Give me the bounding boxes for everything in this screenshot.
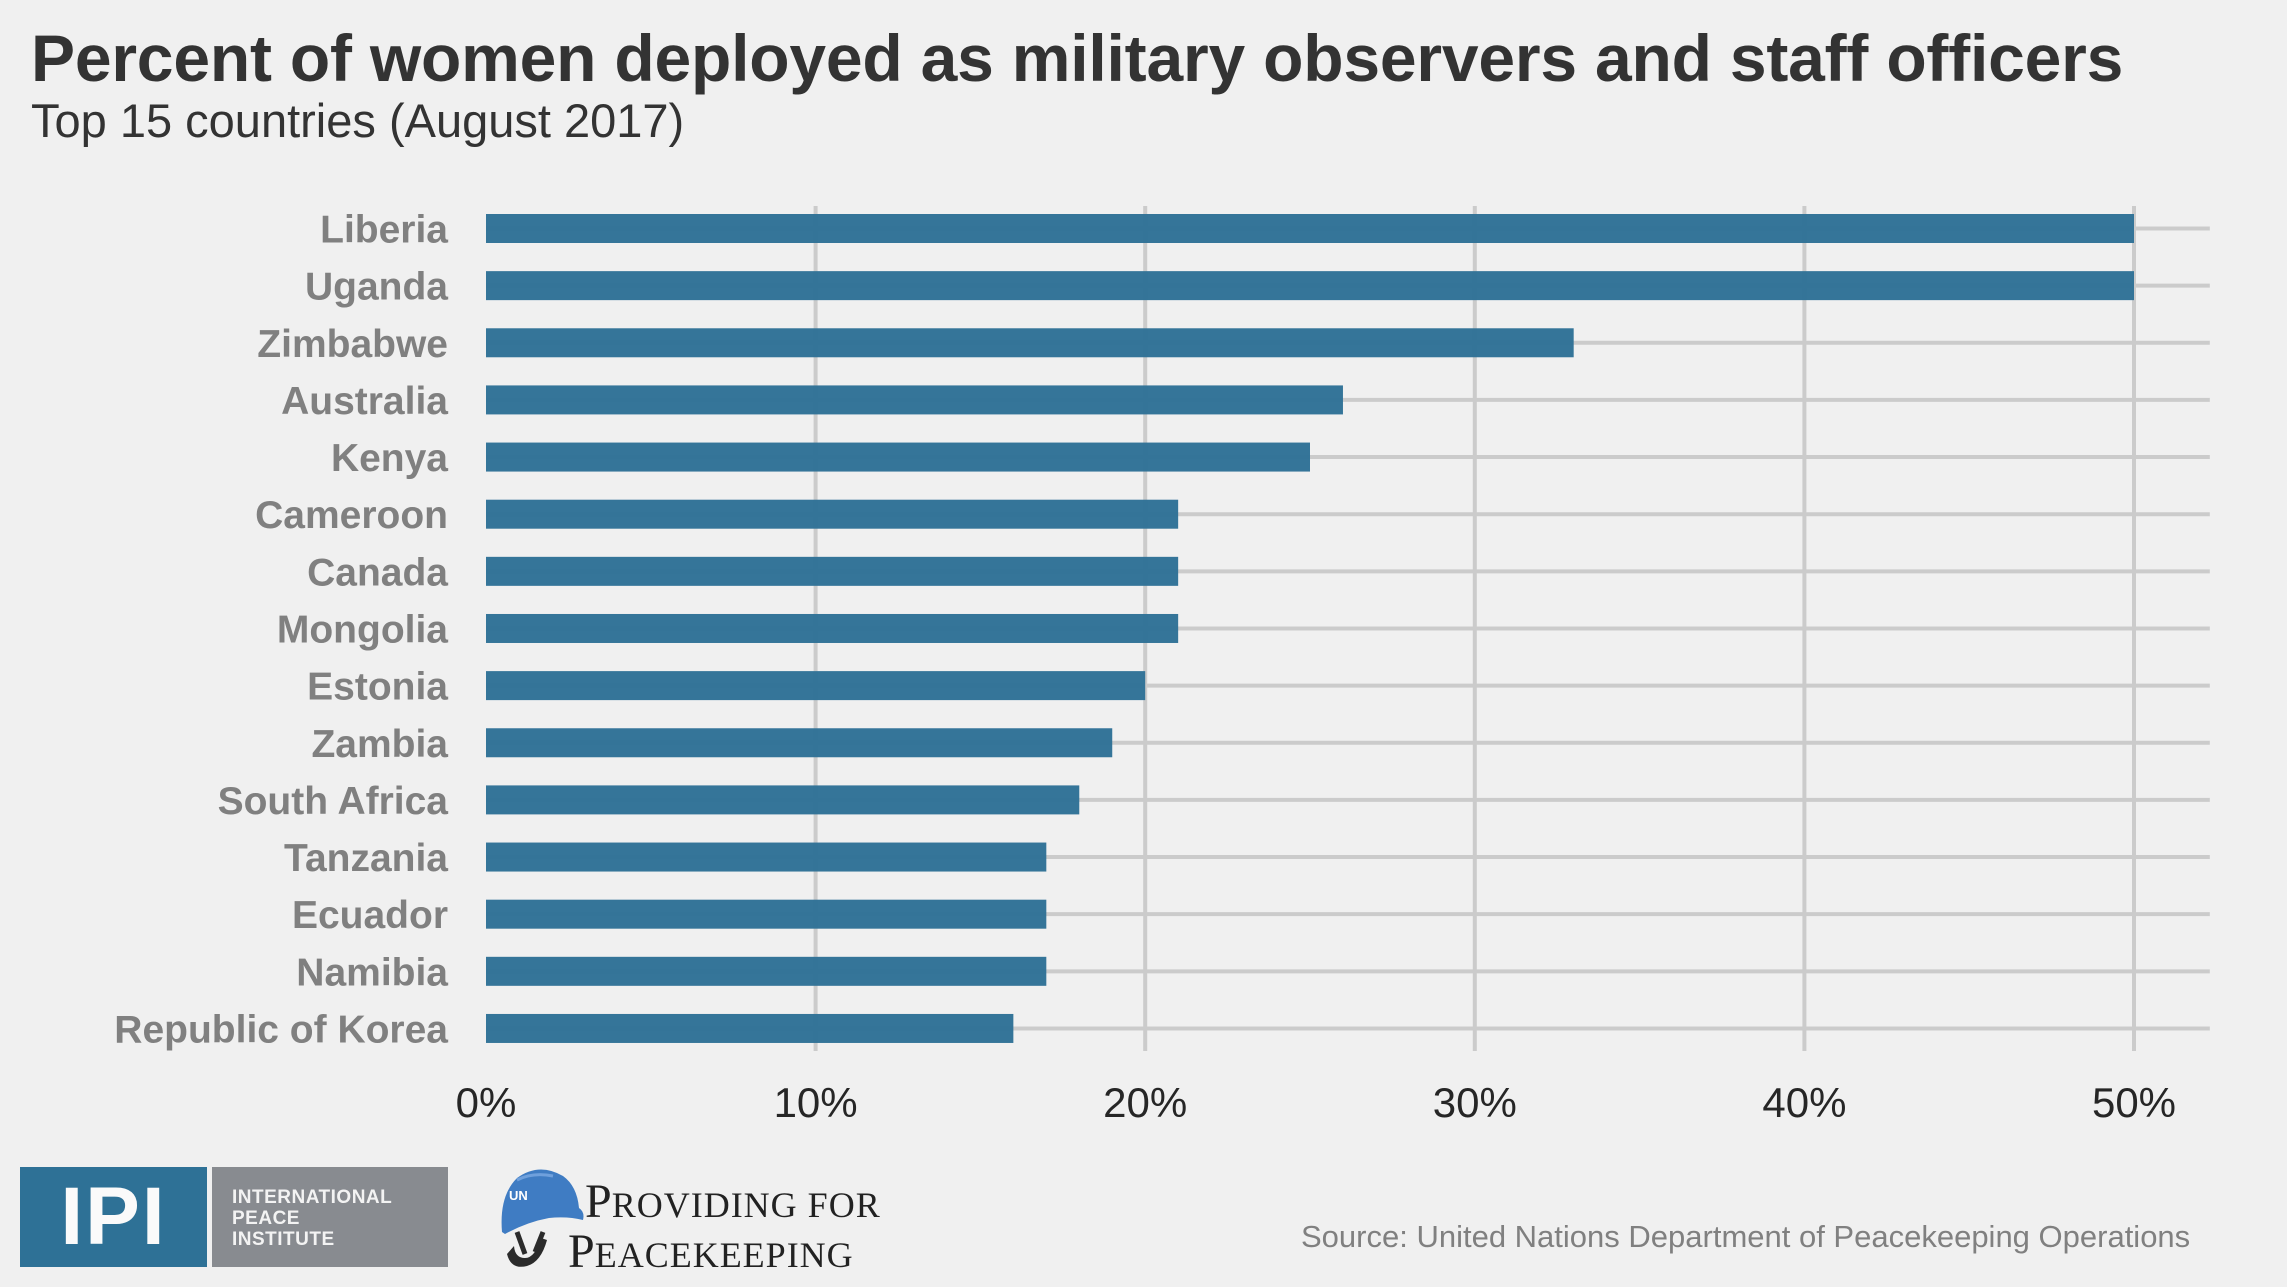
bar-chart: Liberia Uganda Zimbabwe Australia Kenya Camer… [114, 206, 2210, 1126]
ipi-abbrev: IPI [20, 1167, 207, 1267]
category-label: Estonia [307, 666, 448, 709]
chart-title: Percent of women deployed as military ob… [31, 21, 2124, 95]
category-labels: Liberia Uganda Zimbabwe Australia Kenya Camer… [114, 209, 448, 1052]
x-tick-labels: 0% 10% 20% 30% 40% 50% [456, 1079, 2176, 1126]
bar-tanzania [486, 842, 1047, 872]
category-label: Liberia [320, 209, 448, 252]
p4p-line-1: PROVIDING FOR [585, 1174, 881, 1229]
category-label: Zimbabwe [257, 323, 448, 366]
x-tick-label: 50% [2092, 1079, 2176, 1126]
x-tick-label: 30% [1433, 1079, 1517, 1126]
p4p-initial-2: P [568, 1225, 595, 1278]
p4p-line-2: PEACEKEEPING [568, 1224, 854, 1279]
bar-estonia [486, 671, 1146, 701]
ipi-line-3: INSTITUTE [232, 1229, 335, 1250]
x-tick-label: 40% [1762, 1079, 1846, 1126]
category-label: Republic of Korea [114, 1008, 448, 1051]
bar-ecuador [486, 899, 1047, 929]
category-label: Tanzania [284, 837, 448, 880]
bar-kenya [486, 442, 1310, 472]
chart-subtitle: Top 15 countries (August 2017) [31, 94, 685, 147]
ipi-logo: IPI INTERNATIONAL PEACE INSTITUTE [20, 1167, 448, 1267]
x-tick-label: 20% [1103, 1079, 1187, 1126]
bar-uganda [486, 271, 2134, 301]
bar-mongolia [486, 613, 1179, 643]
bar-liberia [486, 214, 2134, 243]
un-helmet-icon: UN [501, 1169, 584, 1267]
x-tick-label: 10% [774, 1079, 858, 1126]
category-label: Mongolia [277, 608, 448, 651]
p4p-initial-1: P [585, 1175, 612, 1228]
category-label: Uganda [305, 266, 448, 309]
bar-cameroon [486, 499, 1179, 529]
bars [486, 214, 2134, 1043]
p4p-rest-2: EACEKEEPING [594, 1235, 854, 1275]
bar-zambia [486, 728, 1113, 758]
category-label: Australia [281, 380, 448, 423]
bar-south-africa [486, 785, 1080, 815]
helmet-un-text: UN [509, 1188, 528, 1203]
bar-canada [486, 556, 1179, 586]
providing-for-peacekeeping-logo: UN PROVIDING FOR PEACEKEEPING [497, 1166, 927, 1278]
category-label: South Africa [218, 780, 449, 823]
bar-republic-of-korea [486, 1013, 1014, 1043]
bar-namibia [486, 956, 1047, 986]
category-label: Kenya [331, 437, 448, 480]
bar-zimbabwe [486, 328, 1574, 358]
ipi-line-2: PEACE [232, 1208, 300, 1229]
p4p-rest-1: ROVIDING FOR [611, 1185, 881, 1225]
x-tick-label: 0% [456, 1079, 517, 1126]
category-label: Namibia [296, 951, 448, 994]
category-label: Zambia [311, 723, 448, 766]
source-note: Source: United Nations Department of Pea… [1301, 1219, 2191, 1254]
category-label: Cameroon [255, 494, 448, 537]
category-label: Canada [307, 551, 448, 594]
ipi-line-1: INTERNATIONAL [232, 1187, 393, 1208]
bar-australia [486, 385, 1343, 415]
ipi-name-block: INTERNATIONAL PEACE INSTITUTE [212, 1167, 448, 1267]
category-label: Ecuador [292, 894, 448, 937]
